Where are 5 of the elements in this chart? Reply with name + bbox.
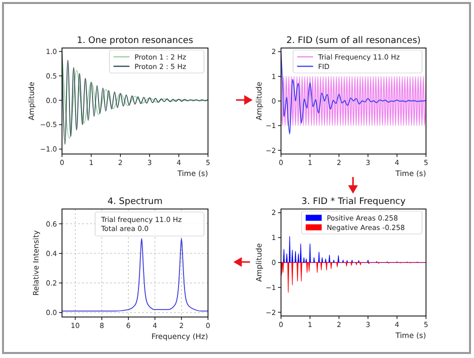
chart-title: 3. FID * Trial Frequency [301,197,406,207]
line-series [62,238,208,312]
chart-title: 2. FID (sum of all resonances) [286,36,421,46]
chart-title: 1. One proton resonances [76,36,194,46]
chart-title: 4. Spectrum [107,197,163,207]
